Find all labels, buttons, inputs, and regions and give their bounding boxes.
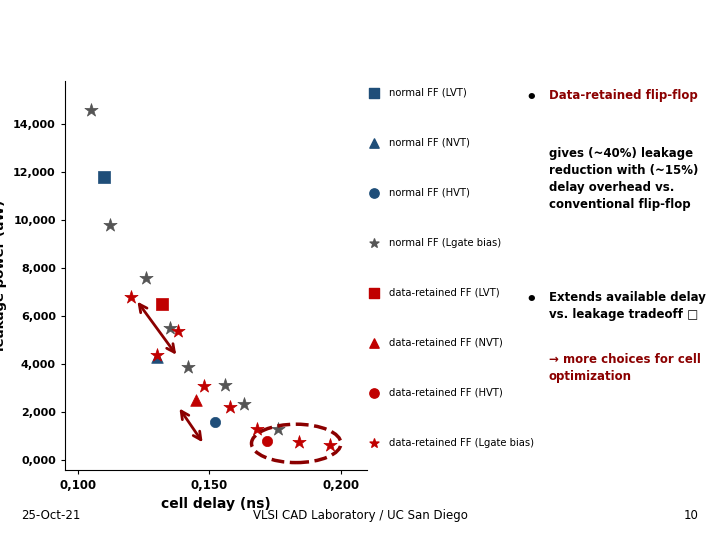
Point [140, 273, 152, 282]
Point [293, 438, 305, 447]
Point [164, 324, 176, 333]
Point [104, 221, 115, 230]
Point [220, 380, 231, 389]
Point [156, 300, 168, 308]
Text: 10: 10 [683, 509, 698, 522]
Text: •: • [526, 89, 537, 107]
Text: normal FF (HVT): normal FF (HVT) [390, 187, 470, 198]
Text: Extends available delay
vs. leakage tradeoff □: Extends available delay vs. leakage trad… [549, 291, 706, 321]
Point [209, 417, 220, 426]
Point [183, 362, 194, 371]
Point [272, 424, 284, 433]
Text: data-retained FF (HVT): data-retained FF (HVT) [390, 388, 503, 397]
Point [325, 440, 336, 449]
Point [251, 424, 263, 433]
Point [498, 24, 510, 32]
Text: •: • [526, 291, 537, 309]
Text: → more choices for cell
optimization: → more choices for cell optimization [549, 353, 701, 383]
Text: normal FF (LVT): normal FF (LVT) [390, 87, 467, 98]
Y-axis label: leakage power (uW): leakage power (uW) [0, 200, 7, 351]
Text: data-retained FF (NVT): data-retained FF (NVT) [390, 338, 503, 348]
Point [125, 293, 136, 301]
Text: normal FF (Lgate bias): normal FF (Lgate bias) [390, 238, 502, 248]
Text: VLSI CAD Laboratory / UC San Diego: VLSI CAD Laboratory / UC San Diego [253, 509, 467, 522]
Point [199, 381, 210, 390]
Point [261, 437, 273, 445]
Point [151, 350, 163, 359]
Point [99, 173, 110, 181]
Point [191, 396, 202, 404]
Text: normal FF (NVT): normal FF (NVT) [390, 138, 470, 147]
Text: data-retained FF (LVT): data-retained FF (LVT) [390, 288, 500, 298]
Point [151, 353, 163, 361]
Point [172, 326, 184, 335]
X-axis label: cell delay (ns): cell delay (ns) [161, 497, 271, 511]
Text: Data-retained flip-flop: Data-retained flip-flop [549, 89, 698, 102]
Text: gives (~40%) leakage
reduction with (~15%)
delay overhead vs.
conventional flip-: gives (~40%) leakage reduction with (~15… [549, 147, 698, 211]
Point [225, 403, 236, 411]
Point [238, 400, 249, 408]
Text: Delay vs. Leakage Comparison: Delay vs. Leakage Comparison [13, 20, 492, 48]
Text: data-retained FF (Lgate bias): data-retained FF (Lgate bias) [390, 437, 534, 448]
Point [86, 105, 97, 114]
Text: 25-Oct-21: 25-Oct-21 [22, 509, 81, 522]
